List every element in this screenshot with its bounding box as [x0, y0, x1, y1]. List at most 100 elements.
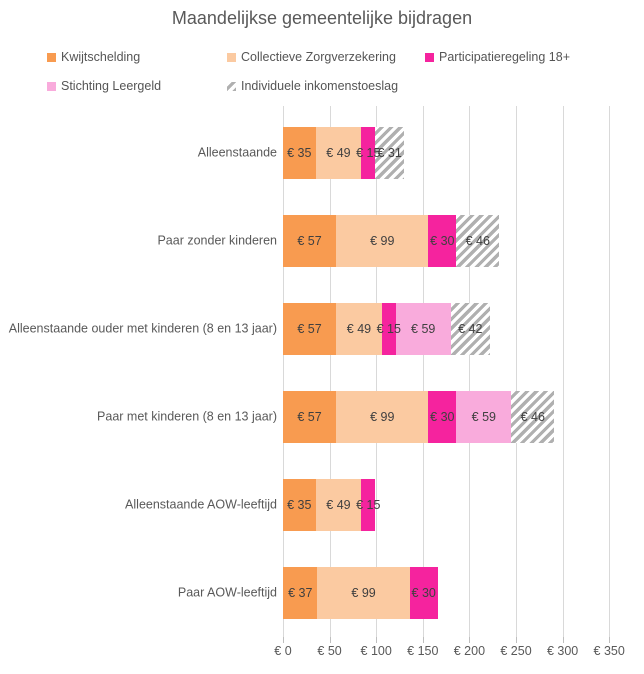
axis-tick [422, 637, 424, 643]
legend-swatch [227, 81, 236, 91]
legend-swatch [227, 52, 236, 62]
bar-segment: € 59 [395, 303, 451, 355]
legend-item: Stichting Leergeld [47, 77, 227, 95]
data-label: € 49 [326, 498, 351, 512]
bar-segment: € 15 [356, 479, 380, 531]
bar-segment: € 15 [377, 303, 401, 355]
gridline [283, 106, 284, 637]
data-label: € 15 [356, 146, 381, 160]
x-axis-tick-label: € 150 [407, 644, 439, 658]
stacked-bar: € 35 € 49 € 15 € 31 [283, 127, 405, 179]
bar-segment: € 30 [409, 567, 438, 619]
legend-label: Participatieregeling 18+ [439, 50, 570, 64]
data-label: € 57 [297, 322, 322, 336]
bar-segment: € 30 [428, 391, 457, 443]
legend-item: Collectieve Zorgverzekering [227, 48, 425, 66]
bar-segment: € 30 [428, 215, 457, 267]
x-axis-tick-label: € 250 [500, 644, 532, 658]
stacked-bar: € 57 € 99 € 30 € 46 [283, 215, 500, 267]
axis-tick [329, 637, 331, 643]
bar-row: Alleenstaande ouder met kinderen (8 en 1… [0, 285, 644, 373]
axis-tick [562, 637, 564, 643]
legend-label: Collectieve Zorgverzekering [241, 50, 396, 64]
gridline [422, 106, 424, 637]
legend-swatch [47, 81, 56, 91]
category-label: Alleenstaande AOW-leeftijd [125, 497, 277, 512]
bar-segment: € 49 [336, 303, 382, 355]
data-label: € 99 [370, 410, 395, 424]
category-label: Paar AOW-leeftijd [177, 585, 277, 600]
gridline [562, 106, 564, 637]
data-label: € 49 [346, 322, 372, 336]
bar-segment: € 57 [283, 215, 337, 267]
legend-label: Kwijtschelding [61, 50, 141, 64]
data-label: € 15 [356, 498, 381, 512]
chart-title: Maandelijkse gemeentelijke bijdragen [171, 8, 473, 28]
chart-legend: Kwijtschelding Collectieve Zorgverzekerin… [47, 48, 636, 95]
bar-segment: € 49 [315, 127, 362, 179]
bar-segment: € 57 [283, 303, 337, 355]
bar-row: Paar met kinderen (8 en 13 jaar) € 57 € 99… [0, 373, 644, 461]
data-label: € 59 [471, 410, 496, 424]
legend-swatch [425, 52, 434, 62]
x-axis-tick-label: € 50 [317, 644, 342, 658]
legend-item: Kwijtschelding [47, 48, 227, 66]
gridline [329, 106, 331, 637]
data-label: € 31 [377, 146, 402, 160]
data-label: € 46 [465, 234, 490, 248]
legend-label: Stichting Leergeld [61, 79, 162, 93]
data-label: € 49 [326, 146, 351, 160]
data-label: € 37 [288, 586, 313, 600]
data-label: € 99 [351, 586, 376, 600]
x-axis-tick-label: € 100 [360, 644, 392, 658]
gridline [516, 106, 517, 637]
bar-segment: € 46 [511, 391, 555, 443]
bar-segment: € 42 [450, 303, 490, 355]
category-label: Paar zonder kinderen [157, 233, 277, 248]
data-label: € 30 [430, 410, 455, 424]
gridline [469, 106, 471, 637]
data-label: € 46 [520, 410, 545, 424]
category-label: Alleenstaande ouder met kinderen (8 en 1… [8, 321, 277, 336]
bar-segment: € 59 [456, 391, 512, 443]
gridline [609, 106, 611, 637]
bar-row: Paar AOW-leeftijd € 37 € 99 € 30 [0, 549, 644, 637]
data-label: € 99 [370, 234, 395, 248]
bar-segment: € 99 [336, 215, 429, 267]
bar-segment: € 35 [283, 127, 316, 179]
legend-label: Individuele inkomenstoeslag [241, 79, 399, 93]
bar-segment: € 31 [375, 127, 405, 179]
category-label: Paar met kinderen (8 en 13 jaar) [97, 409, 277, 424]
axis-tick [469, 637, 471, 643]
data-label: € 42 [458, 322, 483, 336]
bar-segment: € 49 [315, 479, 362, 531]
stacked-bar: € 57 € 99 € 30 € 59 € 46 [283, 391, 555, 443]
x-axis-tick-label: € 0 [274, 644, 292, 658]
bar-segment: € 57 [283, 391, 337, 443]
bar-segment: € 35 [283, 479, 316, 531]
data-label: € 30 [430, 234, 455, 248]
x-axis-tick-label: € 300 [546, 644, 579, 658]
data-label: € 15 [376, 322, 401, 336]
stacked-bar: € 37 € 99 € 30 [283, 567, 438, 619]
axis-tick [376, 637, 378, 643]
axis-tick [516, 637, 517, 643]
stacked-bar: € 35 € 49 € 15 [283, 479, 380, 531]
data-label: € 35 [287, 146, 312, 160]
x-axis-tick-label: € 200 [453, 644, 486, 658]
bar-segment: € 99 [317, 567, 410, 619]
data-label: € 57 [297, 234, 322, 248]
axis-tick [609, 637, 611, 643]
axis-tick [283, 637, 284, 643]
bar-segment: € 99 [336, 391, 429, 443]
gridline [376, 106, 378, 637]
bar-segment: € 37 [283, 567, 318, 619]
bar-row: Alleenstaande € 35 € 49 € 15 € 31 [0, 109, 644, 197]
bar-row: Alleenstaande AOW-leeftijd € 35 € 49 € 15 [0, 461, 644, 549]
legend-item: Participatieregeling 18+ [425, 48, 636, 66]
data-label: € 30 [411, 586, 436, 600]
bar-segment: € 15 [356, 127, 380, 179]
category-label: Alleenstaande [197, 145, 277, 160]
